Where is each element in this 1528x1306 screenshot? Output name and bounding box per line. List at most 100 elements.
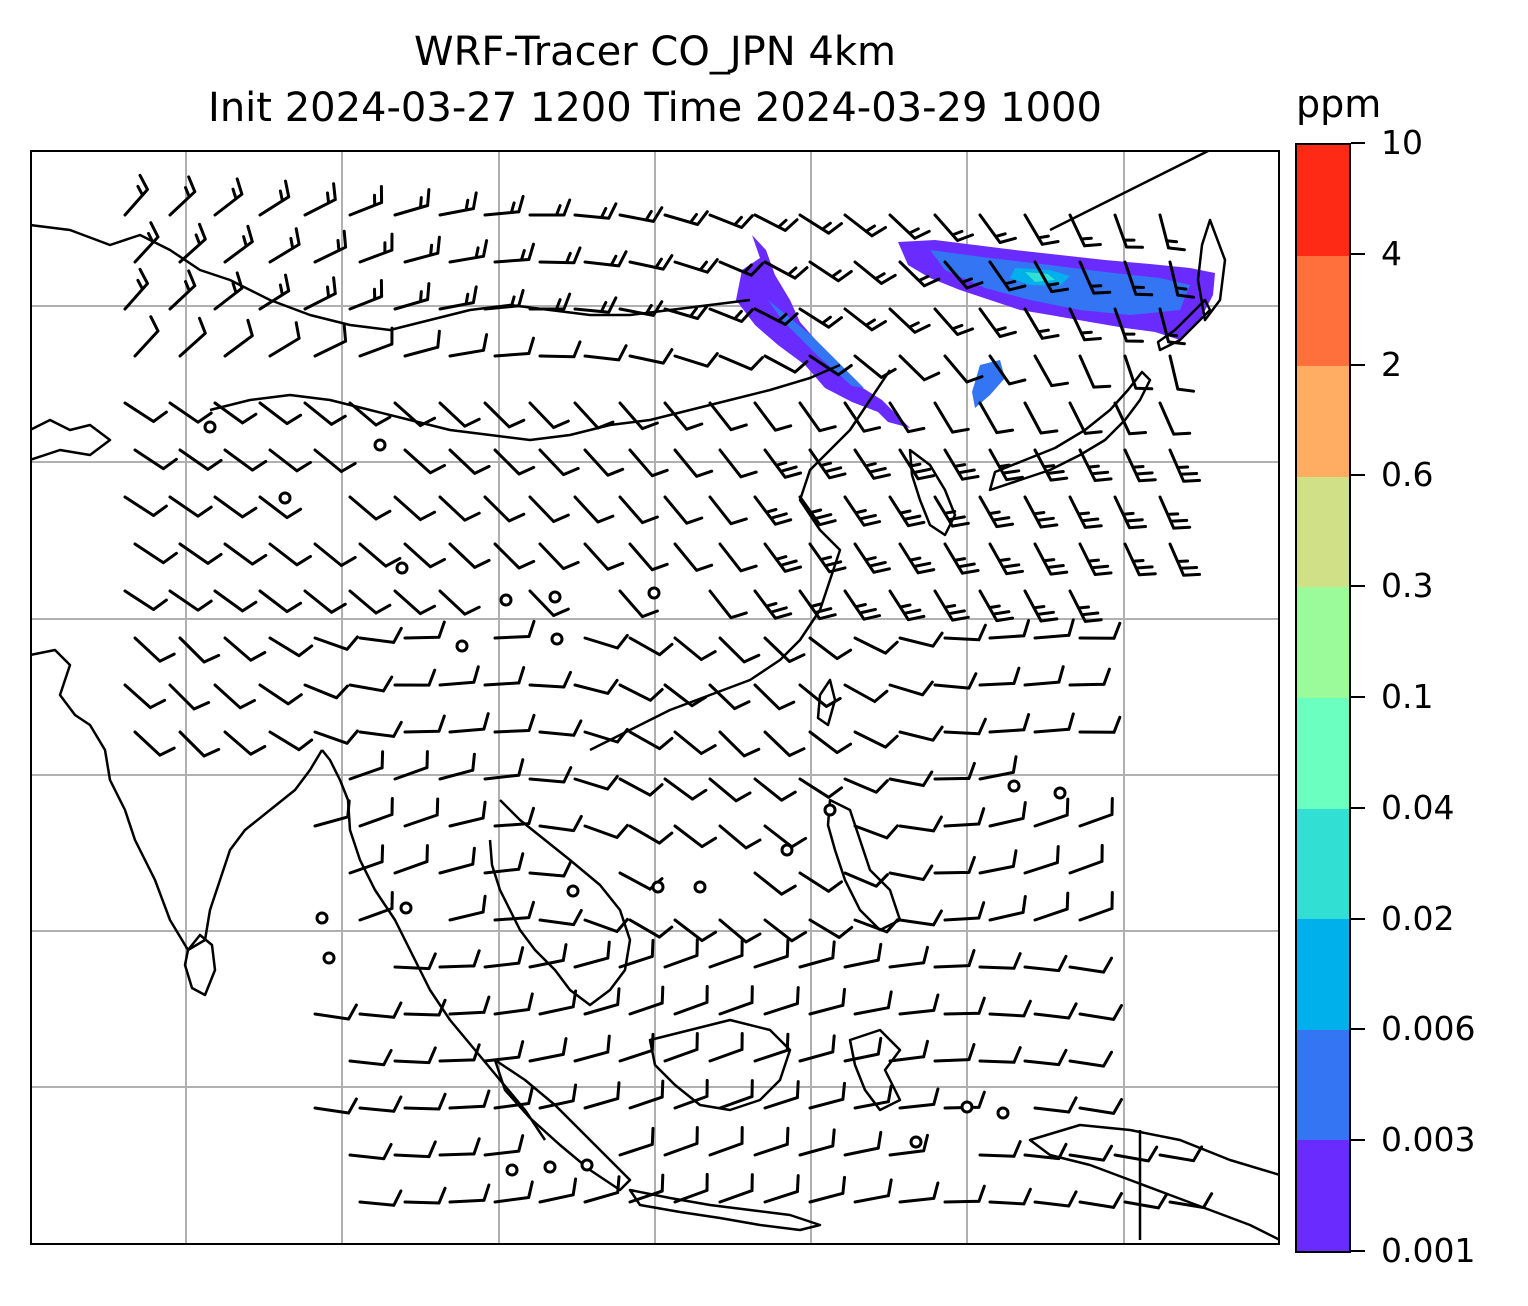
wind-barb (843, 401, 882, 433)
wind-barb (763, 730, 806, 757)
wind-barb (213, 177, 244, 217)
wind-barb (583, 1175, 621, 1204)
wind-barb (303, 182, 337, 217)
wind-barb (358, 232, 394, 264)
coastline-new-guinea (1028, 1123, 1280, 1242)
wind-barb (573, 202, 618, 220)
wind-barb (1033, 260, 1069, 294)
wind-barb (618, 300, 664, 317)
wind-barb (483, 758, 525, 781)
wind-barb (718, 824, 762, 850)
wind-barb (988, 260, 1027, 292)
wind-barb (798, 871, 843, 893)
wind-barb (178, 222, 207, 264)
wind-barb (493, 336, 535, 358)
wind-barb (403, 448, 446, 475)
wind-barb (528, 292, 572, 311)
wind-barb (1023, 401, 1059, 435)
wind-barb (583, 633, 629, 650)
wind-barb (843, 213, 887, 238)
wind-barb (393, 668, 437, 687)
colorbar-segment (1297, 1140, 1349, 1251)
wind-barb (358, 797, 394, 828)
wind-barb (403, 542, 446, 569)
wind-barb (393, 1046, 437, 1065)
wind-barb (133, 221, 160, 264)
coastline-java (628, 1188, 822, 1232)
wind-barb (673, 730, 717, 755)
wind-barb (1078, 715, 1122, 734)
wind-barb (853, 824, 899, 840)
wind-barb (438, 1137, 481, 1157)
calm-wind-circle (996, 1106, 1010, 1120)
wind-barb (978, 589, 1015, 623)
calm-wind-circle (651, 880, 665, 894)
colorbar-tick-label: 4 (1381, 233, 1402, 273)
wind-barb (223, 636, 267, 662)
wind-barb (1033, 797, 1070, 828)
wind-barb (628, 730, 674, 751)
wind-barb (258, 495, 303, 520)
map-frame-border (30, 150, 1280, 1245)
wind-barb (1113, 401, 1147, 436)
wind-barb (898, 993, 940, 1016)
wind-barb (888, 307, 931, 334)
colorbar-segment (1297, 1029, 1349, 1141)
wind-barb (843, 1036, 883, 1063)
wind-barb (358, 891, 394, 922)
wind-barb (888, 589, 926, 622)
wind-barb (358, 326, 394, 358)
wind-barb (1078, 1192, 1123, 1209)
coastline-borneo (648, 1018, 792, 1112)
wind-barb (528, 943, 568, 969)
coastline-japan-honshu (988, 370, 1152, 492)
wind-barb (888, 1039, 929, 1063)
wind-barb (438, 752, 476, 781)
wind-barb (663, 683, 708, 708)
border-mongolia (209, 363, 841, 442)
wind-barb (933, 495, 970, 528)
wind-barb (303, 276, 337, 311)
colorbar-segment (1297, 808, 1349, 920)
wind-barb (483, 946, 525, 969)
wind-barb (583, 987, 621, 1016)
wind-barb (888, 1133, 929, 1157)
wind-barb (573, 1034, 611, 1063)
wind-barb (168, 401, 213, 424)
calm-wind-circle (566, 884, 580, 898)
wind-barb (978, 849, 1018, 875)
wind-barb (808, 636, 853, 661)
wind-barb (213, 495, 258, 519)
wind-barb (403, 714, 446, 734)
wind-barb (1023, 589, 1059, 623)
coastline-korea (908, 448, 957, 537)
wind-barb (628, 448, 669, 478)
wind-barb (393, 401, 437, 428)
wind-barb (618, 495, 659, 525)
wind-barb (1068, 213, 1102, 248)
wind-barb (1123, 542, 1157, 577)
calm-wind-circle (1053, 786, 1067, 800)
wind-barb (933, 589, 970, 622)
wind-barb (538, 542, 580, 571)
wind-barb (1023, 213, 1060, 246)
wind-barb (1023, 665, 1065, 687)
wind-barb (943, 542, 980, 575)
wind-barb (843, 871, 889, 888)
wind-barb (133, 730, 176, 757)
wind-barb (763, 1174, 800, 1204)
wind-barb (403, 1186, 447, 1205)
colorbar-tick (1351, 1139, 1365, 1142)
wind-barb (618, 206, 664, 223)
wind-barb (223, 224, 254, 264)
wind-barb (898, 1087, 940, 1110)
wind-barb (798, 401, 837, 433)
wind-barb (798, 1128, 836, 1157)
wind-barb (448, 995, 491, 1016)
calm-wind-circle (322, 951, 336, 965)
wind-barb (763, 636, 806, 663)
wind-barb (1168, 1192, 1214, 1209)
wind-barb (313, 635, 359, 651)
wind-barb (943, 623, 987, 642)
wind-barb (438, 665, 480, 687)
